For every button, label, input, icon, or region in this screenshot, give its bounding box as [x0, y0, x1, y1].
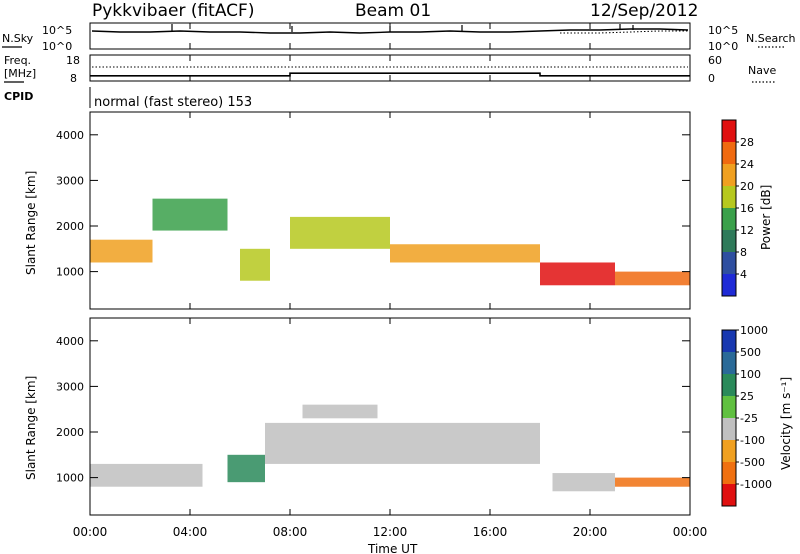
power-colorbar: 4 8 12 16 20 24 28 Power [dB]	[721, 119, 773, 297]
frequency-trace	[90, 72, 690, 77]
nave-tick-bottom: 0	[708, 72, 715, 85]
velocity-ytick-label-1: 2000	[56, 426, 84, 439]
velocity-panel: 1000 2000 3000 4000 Slant Range [km]	[24, 317, 691, 516]
xtick-label-5: 20:00	[573, 525, 608, 539]
power-y-axis: 1000 2000 3000 4000	[56, 129, 690, 279]
velocity-cbar-label-7: 1000	[740, 324, 768, 337]
velocity-cbar-label-6: 500	[740, 346, 761, 359]
power-band-4	[390, 244, 540, 263]
velocity-y-title: Slant Range [km]	[24, 376, 38, 480]
power-panel: 1000 2000 3000 4000 Slant Range [km]	[24, 111, 691, 310]
nave-tick-top: 60	[708, 54, 722, 67]
freq-label-line1: Freq.	[4, 54, 31, 67]
power-ytick-label-0: 1000	[56, 266, 84, 279]
velocity-band-4	[552, 473, 615, 492]
n-search-label: N.Search	[746, 32, 796, 45]
velocity-ytick-label-0: 1000	[56, 472, 84, 485]
xtick-label-3: 12:00	[373, 525, 408, 539]
power-cbar-cell-0	[722, 274, 736, 296]
velocity-cbar-label-3: -25	[740, 412, 758, 425]
power-cbar-cell-5	[722, 164, 736, 186]
xtick-label-4: 16:00	[473, 525, 508, 539]
power-cbar-label-0: 4	[740, 268, 747, 281]
power-cbar-cell-2	[722, 230, 736, 252]
velocity-cbar-cell-5	[722, 374, 736, 396]
velocity-data-layer	[90, 404, 690, 492]
power-y-title: Slant Range [km]	[24, 171, 38, 275]
freq-label-line2: [MHz]	[4, 67, 36, 80]
site-title: Pykkvibaer (fitACF)	[92, 1, 254, 21]
power-cbar-cell-4	[722, 186, 736, 208]
power-cbar-label-1: 8	[740, 246, 747, 259]
velocity-band-5	[615, 477, 690, 487]
velocity-band-0	[90, 463, 203, 487]
power-ytick-label-1: 2000	[56, 220, 84, 233]
cpid-label: CPID	[4, 90, 33, 103]
xtick-label-2: 08:00	[273, 525, 308, 539]
velocity-cbar-cell-0	[722, 484, 736, 506]
freq-tick-top: 18	[66, 54, 80, 67]
velocity-cbar-label-4: 25	[740, 390, 754, 403]
velocity-band-3	[302, 404, 378, 419]
power-cbar-cell-3	[722, 208, 736, 230]
xtick-label-6: 00:00	[673, 525, 708, 539]
power-ytick-label-3: 4000	[56, 129, 84, 142]
power-band-1	[152, 198, 228, 231]
date-title: 12/Sep/2012	[590, 1, 698, 21]
cpid-mode-text: normal (fast stereo) 153	[94, 95, 252, 110]
beam-title: Beam 01	[355, 1, 431, 21]
velocity-cbar-cell-2	[722, 440, 736, 462]
velocity-ytick-label-2: 3000	[56, 380, 84, 393]
noise-left-tick-bottom: 10^0	[42, 40, 72, 53]
power-band-2	[240, 248, 270, 281]
power-band-3	[290, 216, 390, 249]
velocity-cbar-cell-3	[722, 418, 736, 440]
velocity-band-2	[265, 422, 540, 464]
velocity-cbar-cell-7	[722, 330, 736, 352]
n-search-trace	[560, 30, 688, 34]
power-cbar-cell-1	[722, 252, 736, 274]
power-band-5	[540, 262, 615, 286]
power-cbar-cell-7	[722, 120, 736, 142]
power-colorbar-title: Power [dB]	[759, 185, 773, 250]
velocity-cbar-label-2: -100	[740, 434, 765, 447]
velocity-y-axis: 1000 2000 3000 4000	[56, 335, 690, 485]
velocity-cbar-cell-6	[722, 352, 736, 374]
noise-left-tick-top: 10^5	[42, 24, 72, 37]
noise-panel: N.Sky 10^5 10^0 10^5 10^0 N.Search	[2, 22, 796, 53]
power-cbar-label-5: 24	[740, 158, 754, 171]
power-cbar-cell-6	[722, 142, 736, 164]
freq-tick-bottom: 8	[70, 72, 77, 85]
cpid-panel: CPID normal (fast stereo) 153	[4, 87, 252, 110]
velocity-cbar-cell-4	[722, 396, 736, 418]
velocity-cbar-label-1: -500	[740, 456, 765, 469]
velocity-cbar-label-5: 100	[740, 368, 761, 381]
nave-label: Nave	[748, 64, 776, 77]
noise-right-tick-top: 10^5	[708, 24, 738, 37]
xtick-label-1: 04:00	[173, 525, 208, 539]
power-band-6	[615, 271, 690, 286]
n-sky-label: N.Sky	[2, 32, 34, 45]
power-cbar-label-6: 28	[740, 136, 754, 149]
power-ytick-label-2: 3000	[56, 174, 84, 187]
power-cbar-label-4: 20	[740, 180, 754, 193]
velocity-cbar-cell-1	[722, 462, 736, 484]
velocity-colorbar: -1000 -500 -100 -25 25 100 500 1000 Velocity [m…	[721, 324, 793, 507]
power-cbar-label-2: 12	[740, 224, 754, 237]
xtick-label-0: 00:00	[73, 525, 108, 539]
velocity-ytick-label-3: 4000	[56, 335, 84, 348]
time-axis: 00:00 04:00 08:00 12:00 16:00 20:00 00:00	[73, 23, 708, 539]
power-data-layer	[90, 198, 690, 286]
power-band-0	[90, 239, 153, 263]
velocity-colorbar-title: Velocity [m s⁻¹]	[779, 377, 793, 470]
velocity-cbar-label-0: -1000	[740, 478, 772, 491]
velocity-band-1	[227, 454, 265, 483]
time-axis-title: Time UT	[367, 542, 418, 554]
noise-right-tick-bottom: 10^0	[708, 40, 738, 53]
power-cbar-label-3: 16	[740, 202, 754, 215]
